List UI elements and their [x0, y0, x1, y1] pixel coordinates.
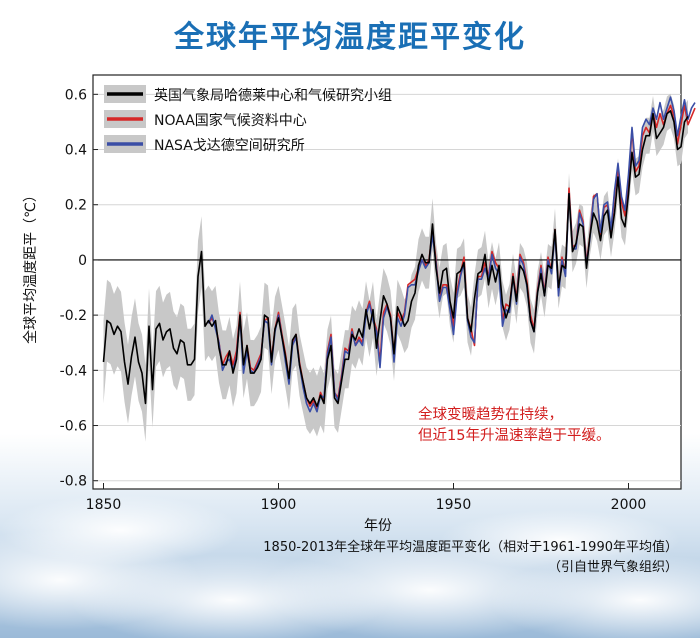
- y-tick-label-3: -0.2: [60, 308, 87, 324]
- y-tick-label-6: 0.4: [65, 143, 87, 159]
- x-tick-label-1: 1900: [261, 497, 297, 513]
- series-line-hadcrut: [102, 110, 689, 408]
- x-tick-label-3: 2000: [611, 497, 647, 513]
- x-tick-label-0: 1850: [86, 497, 122, 513]
- y-axis-label: 全球平均温度距平（℃）: [23, 188, 39, 344]
- annotation-line-1: 全球变暖趋势在持续，: [418, 407, 563, 423]
- uncertainty-band: [103, 93, 688, 442]
- x-axis-label: 年份: [364, 518, 392, 534]
- trend-annotation: 全球变暖趋势在持续， 但近15年升温速率趋于平缓。: [418, 405, 610, 447]
- page-title: 全球年平均温度距平变化: [174, 20, 526, 55]
- y-tick-label-2: -0.4: [60, 363, 87, 379]
- y-tick-label-5: 0.2: [65, 198, 87, 214]
- y-tick-label-4: 0: [78, 253, 87, 269]
- clouds: [0, 495, 700, 638]
- y-tick-label-1: -0.6: [60, 419, 87, 435]
- y-tick-label-7: 0.6: [65, 87, 87, 103]
- x-tick-label-2: 1950: [436, 497, 472, 513]
- figure-caption: 1850-2013年全球年平均温度距平变化（相对于1961-1990年平均值）: [263, 540, 678, 555]
- annotation-line-2: 但近15年升温速率趋于平缓。: [418, 428, 611, 444]
- x-axis-ticks: 1850 1900 1950 2000: [86, 483, 647, 513]
- legend-label-noaa: NOAA国家气候资料中心: [154, 112, 307, 129]
- legend-label-hadcrut: 英国气象局哈德莱中心和气候研究小组: [154, 87, 392, 104]
- y-axis-ticks: -0.8 -0.6 -0.4 -0.2 0 0.2 0.4 0.6: [60, 87, 98, 490]
- grid-lines: [93, 93, 681, 482]
- legend-label-nasa: NASA戈达德空间研究所: [154, 138, 305, 154]
- y-tick-label-0: -0.8: [60, 474, 87, 490]
- legend: 英国气象局哈德莱中心和气候研究小组 NOAA国家气候资料中心 NASA戈达德空间研究…: [104, 85, 392, 154]
- figure-source: （引自世界气象组织）: [547, 560, 678, 575]
- uncertainty-band-area: [103, 93, 688, 442]
- series-lines: [102, 96, 696, 413]
